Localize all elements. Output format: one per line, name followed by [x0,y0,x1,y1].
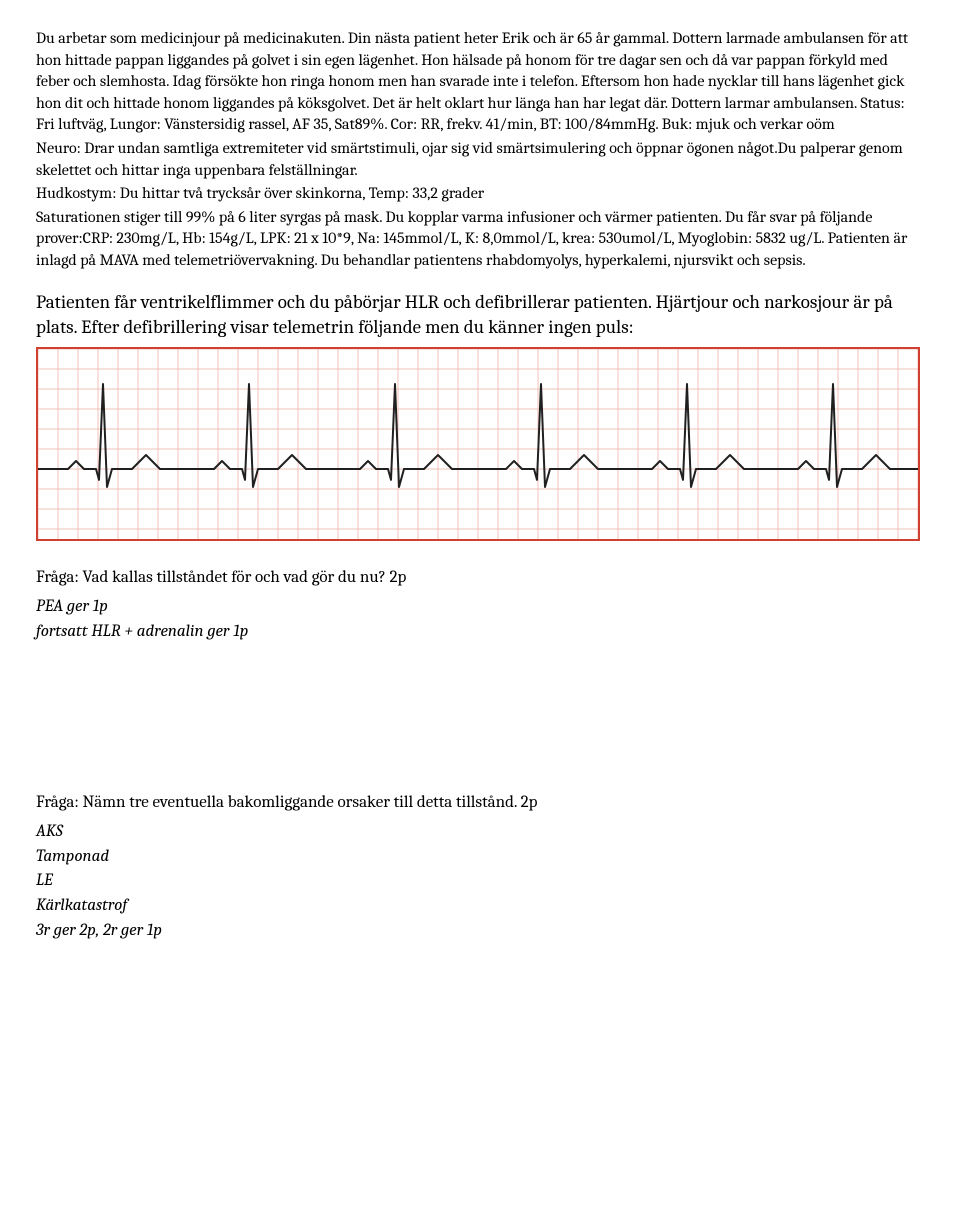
answer-2-line-4: Kärlkatastrof [36,895,924,918]
answer-2-line-5: 3r ger 2p, 2r ger 1p [36,920,924,943]
answer-2-line-2: Tamponad [36,846,924,869]
answer-2-line-3: LE [36,870,924,893]
ecg-strip [36,347,920,541]
case-paragraph-2: Neuro: Drar undan samtliga extremiteter … [36,138,924,181]
question-1: Fråga: Vad kallas tillståndet för och va… [36,567,924,590]
answer-1-line-1: PEA ger 1p [36,596,924,619]
case-paragraph-5: Patienten får ventrikelflimmer och du på… [36,290,924,341]
answer-1-line-2: fortsatt HLR + adrenalin ger 1p [36,621,924,644]
case-paragraph-4: Saturationen stiger till 99% på 6 liter … [36,207,924,272]
case-paragraph-3: Hudkostym: Du hittar två trycksår över s… [36,183,924,205]
question-2: Fråga: Nämn tre eventuella bakomliggande… [36,792,924,815]
spacer [36,646,924,766]
ecg-svg [38,349,918,539]
case-paragraph-1: Du arbetar som medicinjour på medicinaku… [36,28,924,136]
answer-2-line-1: AKS [36,821,924,844]
